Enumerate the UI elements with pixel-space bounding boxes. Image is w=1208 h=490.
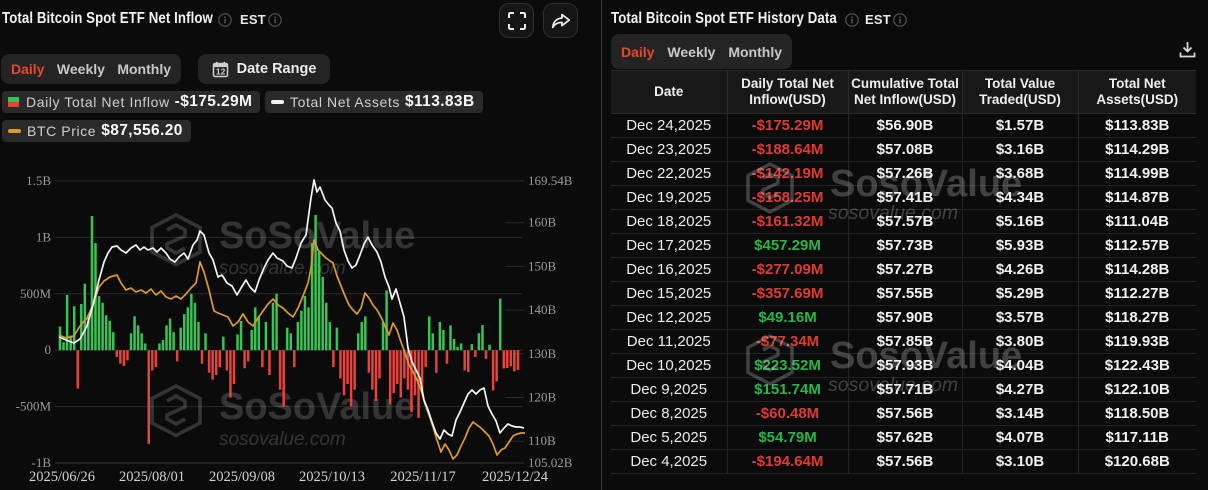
svg-text:2025/12/24: 2025/12/24 (482, 469, 549, 485)
svg-text:0: 0 (45, 342, 52, 357)
svg-text:sosovalue.com: sosovalue.com (828, 202, 958, 224)
svg-text:2025/10/13: 2025/10/13 (299, 469, 365, 485)
svg-text:2025/08/01: 2025/08/01 (119, 469, 185, 485)
svg-text:140B: 140B (528, 302, 557, 317)
svg-text:2025/09/08: 2025/09/08 (209, 469, 275, 485)
svg-text:sosovalue.com: sosovalue.com (219, 429, 346, 450)
svg-text:160B: 160B (528, 215, 557, 230)
svg-text:SoSoValue: SoSoValue (219, 386, 415, 428)
svg-text:130B: 130B (528, 346, 557, 361)
svg-text:-1B: -1B (32, 455, 52, 470)
svg-text:2025/11/17: 2025/11/17 (390, 469, 456, 485)
svg-text:SosoValue: SosoValue (830, 335, 1022, 377)
svg-text:SosoValue: SosoValue (830, 163, 1022, 205)
svg-text:105.02B: 105.02B (528, 455, 573, 470)
svg-text:-500M: -500M (16, 399, 52, 414)
svg-text:150B: 150B (528, 258, 557, 273)
svg-text:12: 12 (215, 66, 225, 76)
svg-text:2025/06/26: 2025/06/26 (29, 469, 95, 485)
svg-text:110B: 110B (528, 433, 556, 448)
svg-text:1.5B: 1.5B (26, 173, 51, 188)
svg-text:169.54B: 169.54B (528, 173, 573, 188)
svg-text:1B: 1B (36, 229, 52, 244)
svg-text:120B: 120B (528, 390, 557, 405)
svg-text:sosovalue.com: sosovalue.com (828, 374, 958, 396)
svg-text:sosovalue.com: sosovalue.com (219, 258, 346, 279)
svg-text:500M: 500M (20, 286, 52, 301)
svg-text:SoSoValue: SoSoValue (219, 215, 415, 257)
